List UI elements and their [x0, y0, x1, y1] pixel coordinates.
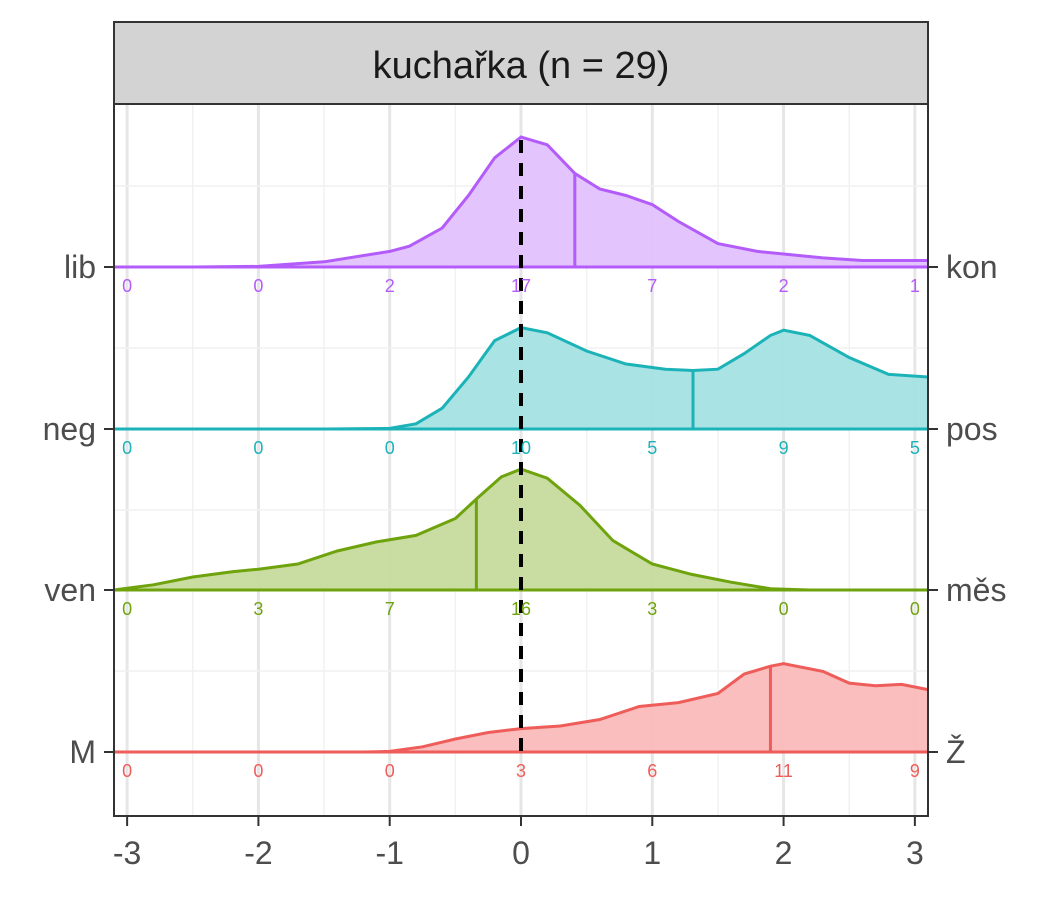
axes: -3 -2 -1 0 1 2 3 lib kon neg pos ven měs M Ž [43, 249, 1007, 871]
ridge-area [114, 663, 928, 752]
left-label: neg [43, 411, 96, 447]
count-label: 5 [910, 438, 920, 458]
count-label: 9 [779, 438, 789, 458]
x-tick-label: -1 [375, 835, 403, 871]
count-label: 16 [511, 599, 531, 619]
count-label: 1 [910, 276, 920, 296]
ridge-line [114, 662, 929, 754]
x-tick-label: 1 [643, 835, 661, 871]
count-label: 3 [516, 761, 526, 781]
count-label: 7 [647, 276, 657, 296]
count-label: 0 [253, 276, 263, 296]
left-label: M [69, 734, 96, 770]
right-label: měs [946, 572, 1006, 608]
ridge-line [114, 135, 928, 269]
count-label: 0 [779, 599, 789, 619]
count-label: 10 [511, 438, 531, 458]
count-label: 0 [122, 438, 132, 458]
count-label: 3 [253, 599, 263, 619]
count-label: 0 [385, 438, 395, 458]
count-label: 6 [647, 761, 657, 781]
x-tick-label: -3 [113, 835, 141, 871]
ridge-line [113, 467, 928, 592]
left-label: ven [44, 572, 96, 608]
count-label: 0 [122, 761, 132, 781]
right-label: Ž [946, 734, 966, 770]
count-label: 17 [511, 276, 531, 296]
x-tick-label: 2 [775, 835, 793, 871]
ridges [113, 135, 929, 754]
count-label: 0 [253, 438, 263, 458]
chart-title: kuchařka (n = 29) [373, 45, 670, 87]
ridge-area [114, 137, 928, 267]
x-tick-label: 3 [906, 835, 924, 871]
x-tick-label: -2 [244, 835, 272, 871]
left-label: lib [64, 249, 96, 285]
count-labels: 0 0 2 17 7 2 10 0 0 10 5 9 50 3 7 16 3 0 00 0 0 3 6 11 9 [122, 276, 920, 781]
count-label: 2 [779, 276, 789, 296]
right-label: kon [946, 249, 998, 285]
count-label: 0 [385, 761, 395, 781]
count-label: 11 [774, 761, 793, 781]
count-label: 9 [910, 761, 920, 781]
count-label: 0 [122, 276, 132, 296]
count-label: 0 [253, 761, 263, 781]
ridge-area [114, 469, 928, 590]
count-label: 3 [647, 599, 657, 619]
count-label: 0 [910, 599, 920, 619]
ridge-line [114, 326, 929, 431]
right-label: pos [946, 411, 998, 447]
count-label: 2 [385, 276, 395, 296]
x-tick-label: 0 [512, 835, 530, 871]
strip-header [113, 21, 929, 105]
count-label: 0 [122, 599, 132, 619]
count-label: 5 [647, 438, 657, 458]
ridge-row-M [114, 662, 929, 754]
count-label: 7 [385, 599, 395, 619]
